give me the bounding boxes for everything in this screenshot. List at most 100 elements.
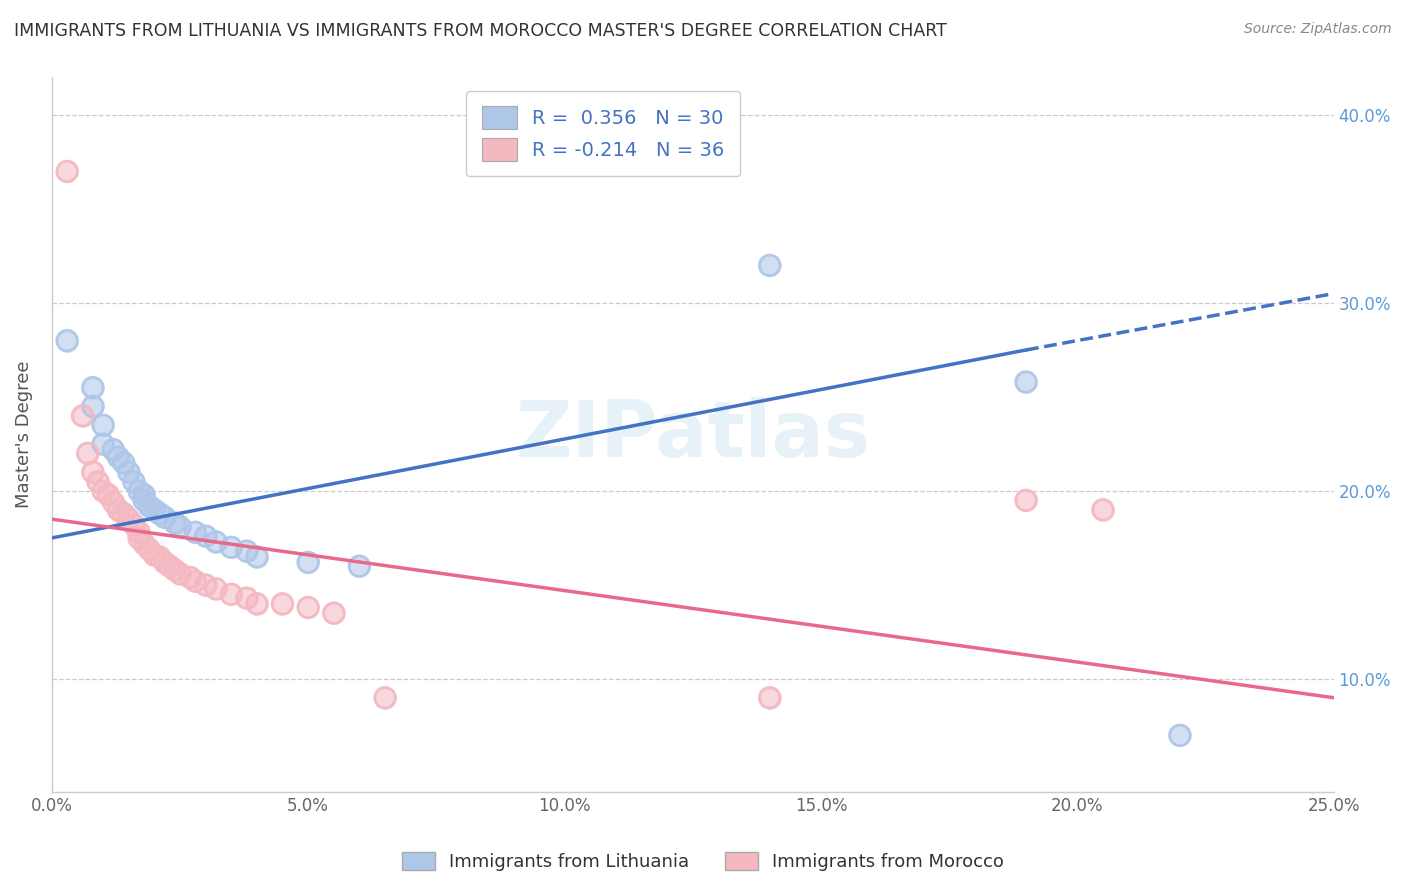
Point	[758, 690, 780, 705]
Point	[219, 541, 242, 555]
Point	[143, 502, 166, 516]
Point	[205, 534, 228, 549]
Point	[219, 587, 242, 601]
Point	[235, 544, 257, 558]
Point	[1015, 375, 1038, 389]
Point	[72, 409, 94, 423]
Point	[132, 488, 155, 502]
Point	[1091, 502, 1114, 516]
Point	[179, 570, 201, 584]
Point	[103, 442, 125, 457]
Point	[184, 574, 207, 589]
Point	[169, 519, 191, 533]
Point	[107, 502, 129, 516]
Point	[758, 690, 780, 705]
Point	[91, 418, 114, 433]
Point	[112, 507, 135, 521]
Point	[91, 483, 114, 498]
Point	[82, 465, 104, 479]
Point	[297, 555, 319, 569]
Text: Source: ZipAtlas.com: Source: ZipAtlas.com	[1244, 22, 1392, 37]
Point	[122, 475, 145, 489]
Point	[138, 499, 160, 513]
Point	[128, 525, 150, 540]
Point	[297, 555, 319, 569]
Point	[1015, 375, 1038, 389]
Point	[271, 597, 294, 611]
Point	[169, 566, 191, 581]
Point	[76, 446, 98, 460]
Point	[103, 442, 125, 457]
Point	[246, 549, 269, 564]
Point	[91, 437, 114, 451]
Point	[169, 566, 191, 581]
Point	[205, 534, 228, 549]
Point	[758, 259, 780, 273]
Point	[118, 512, 141, 526]
Point	[138, 542, 160, 557]
Text: IMMIGRANTS FROM LITHUANIA VS IMMIGRANTS FROM MOROCCO MASTER'S DEGREE CORRELATION: IMMIGRANTS FROM LITHUANIA VS IMMIGRANTS …	[14, 22, 946, 40]
Point	[122, 517, 145, 532]
Point	[72, 409, 94, 423]
Point	[122, 475, 145, 489]
Point	[91, 483, 114, 498]
Point	[82, 400, 104, 414]
Point	[118, 465, 141, 479]
Point	[128, 531, 150, 545]
Point	[56, 334, 79, 348]
Point	[246, 549, 269, 564]
Point	[297, 600, 319, 615]
Point	[1015, 493, 1038, 508]
Point	[758, 259, 780, 273]
Point	[87, 475, 110, 489]
Legend: R =  0.356   N = 30, R = -0.214   N = 36: R = 0.356 N = 30, R = -0.214 N = 36	[465, 91, 740, 177]
Point	[219, 541, 242, 555]
Point	[148, 549, 170, 564]
Point	[148, 507, 170, 521]
Point	[349, 559, 371, 574]
Point	[349, 559, 371, 574]
Point	[153, 555, 176, 569]
Point	[128, 525, 150, 540]
Point	[128, 483, 150, 498]
Point	[82, 381, 104, 395]
Point	[128, 531, 150, 545]
Point	[1015, 493, 1038, 508]
Point	[246, 597, 269, 611]
Point	[184, 525, 207, 540]
Point	[194, 529, 217, 543]
Point	[82, 465, 104, 479]
Point	[179, 570, 201, 584]
Point	[374, 690, 396, 705]
Point	[374, 690, 396, 705]
Point	[112, 456, 135, 470]
Point	[235, 544, 257, 558]
Point	[159, 559, 181, 574]
Point	[118, 465, 141, 479]
Point	[132, 493, 155, 508]
Text: ZIPatlas: ZIPatlas	[515, 397, 870, 473]
Point	[138, 499, 160, 513]
Point	[82, 381, 104, 395]
Point	[1168, 728, 1191, 742]
Point	[159, 559, 181, 574]
Point	[107, 502, 129, 516]
Point	[132, 536, 155, 550]
Point	[205, 582, 228, 596]
Point	[1168, 728, 1191, 742]
Point	[163, 563, 186, 577]
Point	[82, 400, 104, 414]
Point	[76, 446, 98, 460]
Point	[118, 512, 141, 526]
Point	[153, 510, 176, 524]
Point	[235, 591, 257, 606]
Point	[91, 437, 114, 451]
Point	[184, 574, 207, 589]
Point	[271, 597, 294, 611]
Point	[1091, 502, 1114, 516]
Point	[122, 517, 145, 532]
Point	[322, 606, 344, 620]
Point	[194, 578, 217, 592]
Point	[169, 519, 191, 533]
Point	[132, 536, 155, 550]
